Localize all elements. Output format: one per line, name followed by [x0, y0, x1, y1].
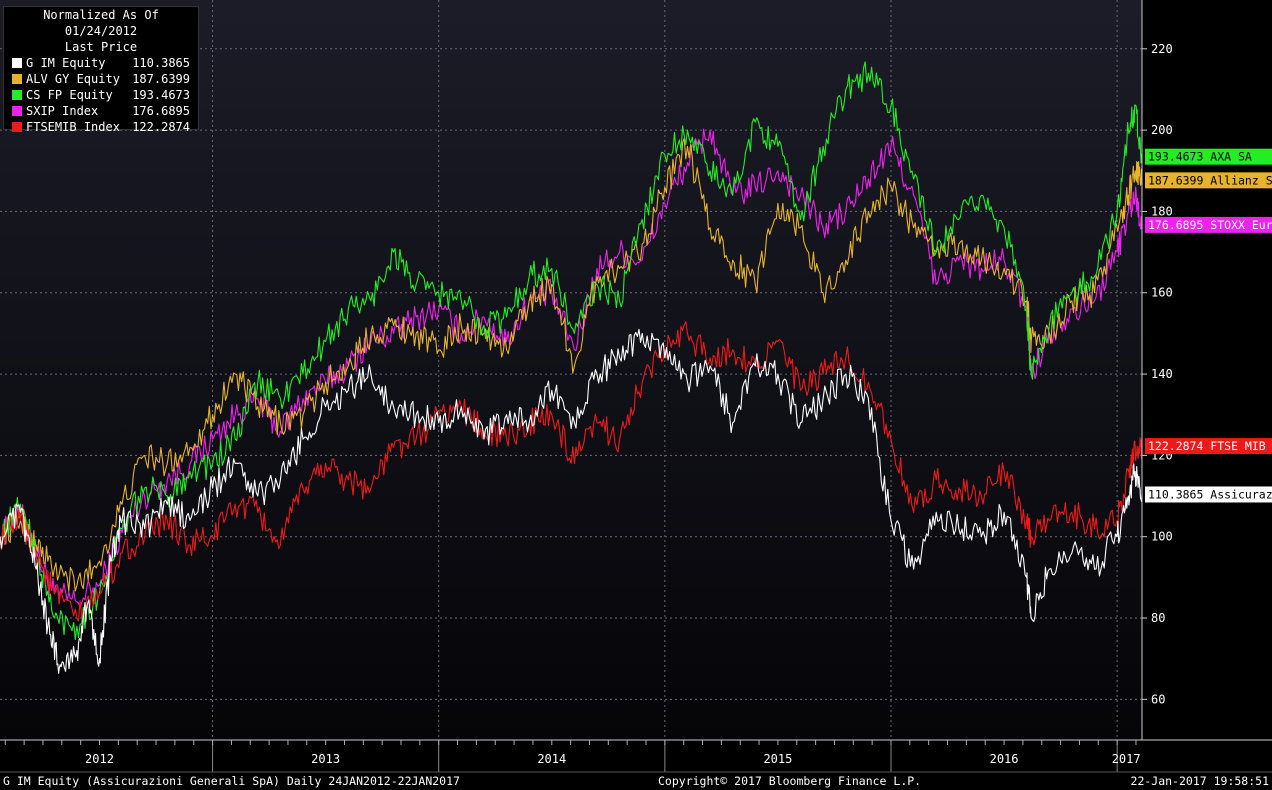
- legend-swatch: [12, 122, 22, 132]
- last-value-tag: [1145, 216, 1272, 233]
- y-tick-label: 80: [1151, 611, 1165, 625]
- legend-item-value: 193.4673: [132, 88, 190, 102]
- last-value-label: 193.4673 AXA SA: [1148, 150, 1252, 164]
- y-tick-label: 180: [1151, 204, 1173, 218]
- legend-item-name: CS FP Equity: [26, 88, 113, 102]
- last-value-label: 110.3865 Assicuraz: [1148, 487, 1272, 501]
- legend-item-ftsemib[interactable]: FTSEMIB Index 122.2874: [4, 119, 198, 135]
- legend-item-value: 122.2874: [132, 120, 190, 134]
- legend-item-name: G IM Equity: [26, 56, 106, 70]
- footer-security-info: G IM Equity (Assicurazioni Generali SpA)…: [3, 774, 460, 788]
- legend-item-alv-gy[interactable]: ALV GY Equity 187.6399: [4, 71, 198, 87]
- last-value-label: 122.2874 FTSE MIB: [1148, 439, 1266, 453]
- y-tick-label: 60: [1151, 692, 1165, 706]
- x-tick-label: 2013: [311, 752, 340, 766]
- legend-item-value: 176.6895: [132, 104, 190, 118]
- legend-item-name: ALV GY Equity: [26, 72, 120, 86]
- legend-item-name: SXIP Index: [26, 104, 99, 118]
- last-value-tag: [1145, 148, 1272, 165]
- legend-title: Normalized As Of 01/24/2012: [43, 8, 159, 38]
- series-group: [0, 61, 1143, 674]
- legend-subtitle: Last Price: [64, 40, 138, 54]
- x-tick-label: 2015: [763, 752, 792, 766]
- last-value-tag: [1145, 172, 1272, 189]
- legend-swatch: [12, 58, 22, 68]
- legend-swatch: [12, 74, 22, 84]
- y-tick-label: 220: [1151, 42, 1173, 56]
- series-line: [0, 61, 1143, 641]
- x-tick-label: 2014: [537, 752, 566, 766]
- legend-item-cs-fp[interactable]: CS FP Equity 193.4673: [4, 87, 198, 103]
- legend-item-g-im[interactable]: G IM Equity 110.3865: [4, 55, 198, 71]
- footer-copyright: Copyright© 2017 Bloomberg Finance L.P.: [658, 774, 922, 788]
- last-value-label: 176.6895 STOXX Eur: [1148, 218, 1272, 232]
- legend-item-value: 110.3865: [132, 56, 190, 70]
- x-tick-label: 2016: [990, 752, 1019, 766]
- series-line: [0, 137, 1143, 592]
- y-tick-label: 140: [1151, 367, 1173, 381]
- series-line: [0, 321, 1143, 622]
- legend-item-value: 187.6399: [132, 72, 190, 86]
- legend-box: Normalized As Of 01/24/2012 Last Price G…: [3, 6, 199, 134]
- series-line: [0, 128, 1143, 608]
- y-tick-label: 100: [1151, 530, 1173, 544]
- last-value-label: 187.6399 Allianz S: [1148, 173, 1272, 187]
- x-tick-label: 2017: [1112, 752, 1141, 766]
- footer-timestamp: 22-Jan-2017 19:58:51: [1130, 774, 1269, 788]
- legend-item-name: FTSEMIB Index: [26, 120, 120, 134]
- legend-swatch: [12, 90, 22, 100]
- legend-swatch: [12, 106, 22, 116]
- x-tick-label: 2012: [85, 752, 114, 766]
- last-value-tag: [1145, 486, 1272, 503]
- legend-item-sxip[interactable]: SXIP Index 176.6895: [4, 103, 198, 119]
- series-line: [0, 328, 1143, 674]
- last-value-labels: 176.6895 STOXX Eur 187.6399 Allianz S 193.…: [1145, 148, 1272, 503]
- last-value-tag: [1145, 438, 1272, 455]
- y-tick-label: 160: [1151, 286, 1173, 300]
- y-tick-label: 200: [1151, 123, 1173, 137]
